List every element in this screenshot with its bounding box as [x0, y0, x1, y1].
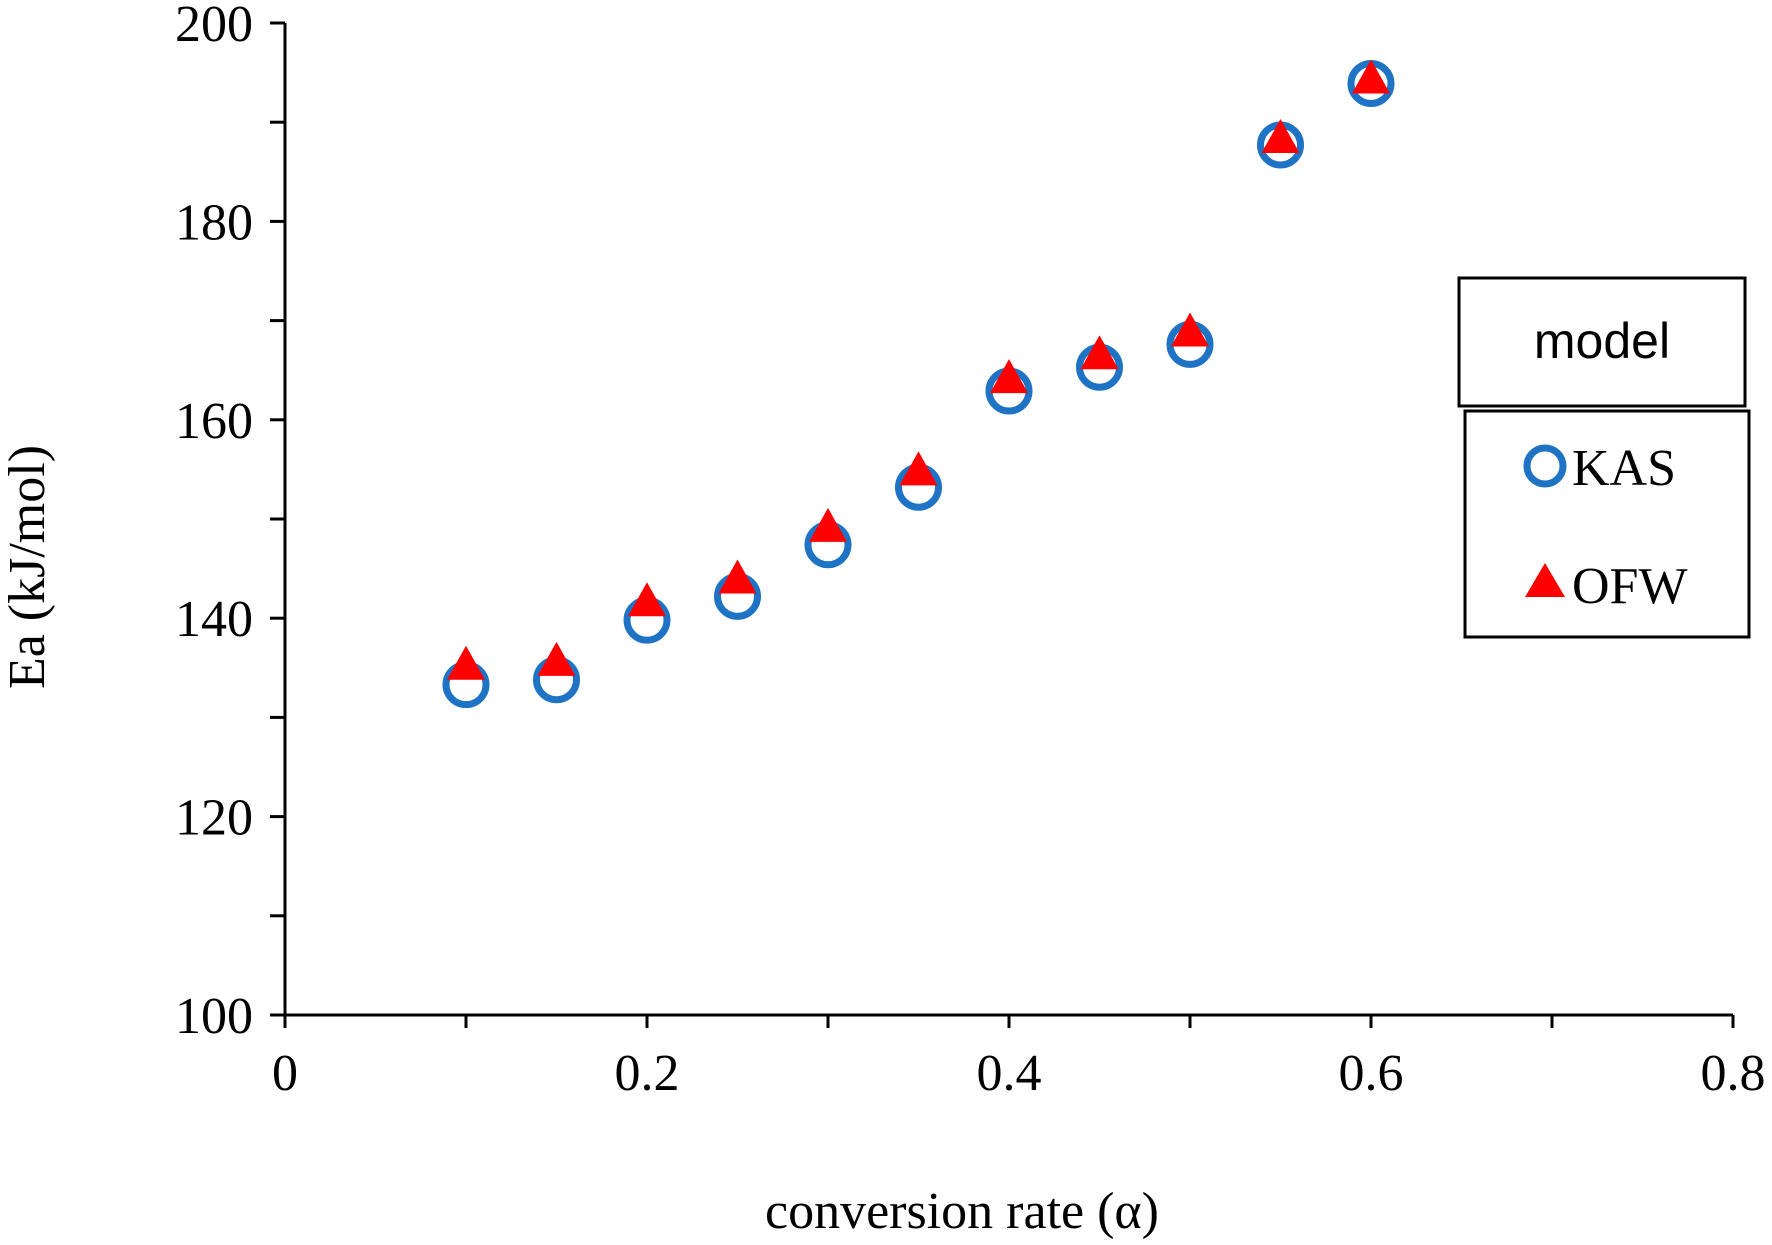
y-axis-ticks: 100 120 140 160 180 200 — [175, 0, 285, 1045]
y-tick-label: 200 — [175, 0, 253, 53]
series-kas — [442, 60, 1395, 709]
legend-ofw-marker — [1525, 563, 1565, 597]
data-point-ofw — [1352, 59, 1390, 94]
legend-title: model — [1534, 313, 1670, 369]
y-tick-label: 120 — [175, 790, 253, 847]
legend-title-box — [1457, 276, 1747, 408]
legend-ofw-label: OFW — [1572, 558, 1688, 615]
data-point-ofw — [628, 582, 666, 617]
x-tick-label: 0.6 — [1339, 1045, 1404, 1102]
series-ofw — [447, 59, 1390, 680]
y-tick-label: 180 — [175, 194, 253, 251]
data-point-ofw — [1261, 119, 1300, 154]
x-tick-label: 0.8 — [1701, 1045, 1766, 1102]
x-axis-title: conversion rate (α) — [765, 1183, 1159, 1240]
x-tick-label: 0.4 — [977, 1045, 1042, 1102]
data-point-ofw — [990, 359, 1028, 394]
data-point-ofw — [1080, 335, 1119, 370]
x-axis-ticks: 0 0.2 0.4 0.6 0.8 — [272, 1015, 1766, 1102]
data-point-ofw — [1171, 312, 1209, 347]
legend: model KAS OFW — [1457, 276, 1751, 639]
data-point-ofw — [809, 507, 847, 542]
data-point-ofw — [718, 559, 757, 594]
data-point-ofw — [899, 451, 938, 486]
data-points — [442, 59, 1395, 709]
legend-kas-label: KAS — [1572, 440, 1676, 497]
x-tick-label: 0.2 — [615, 1045, 680, 1102]
data-point-ofw — [537, 641, 576, 676]
y-tick-label: 100 — [175, 988, 253, 1045]
legend-entries-box — [1463, 409, 1751, 639]
y-tick-label: 160 — [175, 393, 253, 450]
legend-kas-marker — [1523, 444, 1567, 488]
x-tick-label: 0 — [272, 1045, 298, 1102]
data-point-ofw — [447, 645, 485, 680]
y-tick-label: 140 — [175, 591, 253, 648]
y-axis-title: Ea (kJ/mol) — [0, 445, 56, 689]
